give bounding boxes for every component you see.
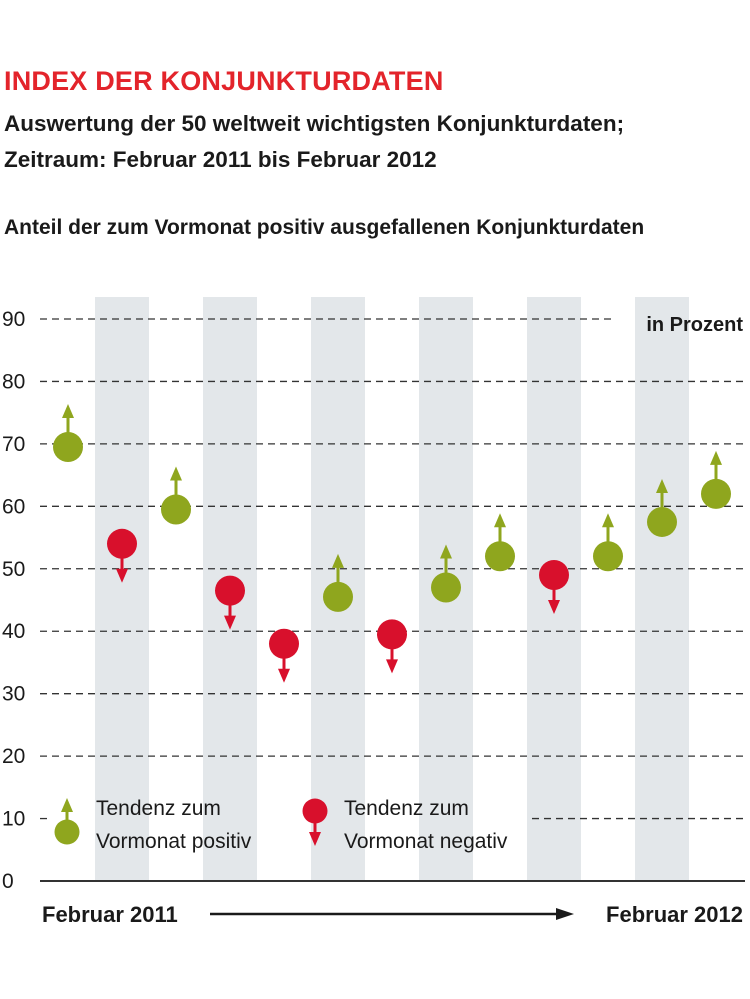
arrow-up-icon (332, 553, 344, 568)
arrow-down-icon (548, 600, 560, 615)
data-point-negative (269, 628, 299, 683)
y-tick-label: 60 (2, 495, 25, 518)
time-arrow (210, 908, 574, 920)
data-point-positive (161, 466, 191, 525)
arrow-up-icon (440, 544, 452, 559)
point-marker (107, 528, 137, 559)
chart-title: INDEX DER KONJUNKTURDATEN (4, 66, 444, 96)
point-marker (53, 432, 83, 463)
data-point-positive (593, 513, 623, 572)
data-point-negative (377, 619, 407, 674)
data-point-positive (431, 544, 461, 603)
arrow-down-icon (278, 668, 290, 683)
y-tick-label: 0 (2, 870, 14, 893)
data-point-positive (53, 404, 83, 463)
data-point-positive (485, 513, 515, 572)
subtitle-line-2: Zeitraum: Februar 2011 bis Februar 2012 (4, 147, 437, 172)
arrow-up-icon (710, 450, 722, 465)
arrow-up-icon (602, 513, 614, 528)
arrow-up-icon (62, 404, 74, 419)
column-bands (95, 297, 689, 881)
point-marker (161, 494, 191, 525)
point-marker (647, 506, 677, 537)
y-tick-label: 70 (2, 433, 25, 456)
y-axis-ticks: 0 10 20 30 40 50 60 70 80 90 (2, 308, 25, 893)
legend-negative-line-2: Vormonat negativ (344, 830, 508, 853)
point-marker (431, 572, 461, 603)
arrow-up-icon (494, 513, 506, 528)
arrow-up-icon (656, 478, 668, 493)
x-end-label: Februar 2012 (606, 902, 743, 927)
y-tick-label: 50 (2, 558, 25, 581)
chart-subtitle: Auswertung der 50 weltweit wichtigsten K… (4, 106, 624, 178)
data-point-negative (215, 575, 245, 630)
y-tick-label: 30 (2, 683, 25, 706)
arrow-down-icon (386, 659, 398, 674)
data-point-positive (323, 553, 353, 612)
chart-caption: Anteil der zum Vormonat positiv ausgefal… (4, 216, 645, 239)
column-band (95, 297, 149, 881)
data-point-positive (647, 478, 677, 537)
data-points (53, 404, 731, 683)
point-marker (593, 541, 623, 572)
data-point-negative (107, 528, 137, 583)
legend-positive-line-2: Vormonat positiv (96, 830, 252, 853)
data-point-positive (701, 450, 731, 509)
arrow-down-icon (224, 615, 236, 630)
data-point-negative (539, 560, 569, 615)
legend: Tendenz zum Vormonat positiv Tendenz zum… (54, 797, 508, 853)
arrow-down-icon (116, 568, 128, 583)
y-tick-label: 10 (2, 808, 25, 831)
legend-negative-marker (302, 798, 328, 846)
point-marker (701, 478, 731, 509)
y-tick-label: 90 (2, 308, 25, 331)
point-marker (377, 619, 407, 650)
unit-label: in Prozent (646, 314, 743, 336)
point-marker (323, 581, 353, 612)
y-tick-label: 80 (2, 370, 25, 393)
point-marker (215, 575, 245, 606)
arrow-up-icon (170, 466, 182, 481)
x-start-label: Februar 2011 (42, 902, 178, 927)
y-tick-label: 40 (2, 620, 25, 643)
point-marker (269, 628, 299, 659)
column-band (635, 297, 689, 881)
subtitle-line-1: Auswertung der 50 weltweit wichtigsten K… (4, 111, 625, 136)
legend-positive-line-1: Tendenz zum (96, 797, 221, 820)
point-marker (485, 541, 515, 572)
point-marker (539, 560, 569, 591)
legend-positive-marker (54, 798, 80, 845)
y-tick-label: 20 (2, 745, 25, 768)
x-axis: Februar 2011 Februar 2012 (42, 902, 743, 927)
legend-negative-line-1: Tendenz zum (344, 797, 469, 820)
